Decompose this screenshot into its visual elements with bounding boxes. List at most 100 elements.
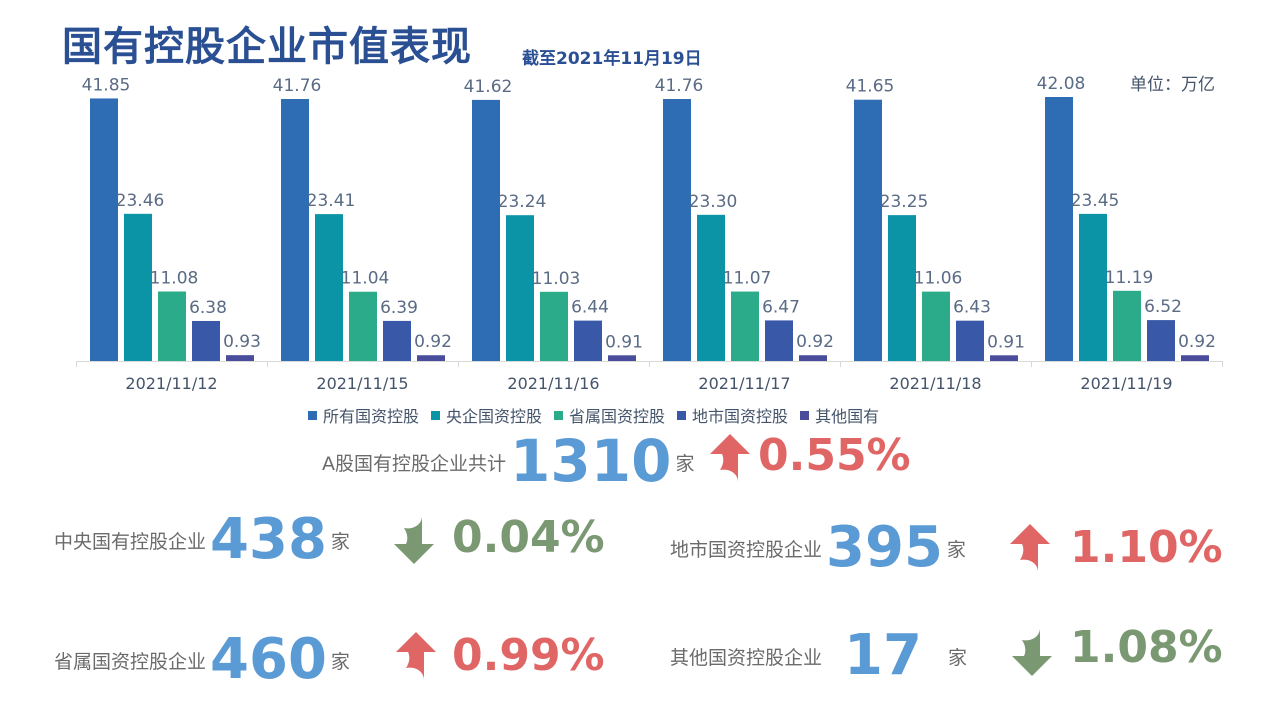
bar-3-3 <box>765 320 793 361</box>
total-label: A股国有控股企业共计 <box>322 453 506 475</box>
bar-value-label: 11.06 <box>914 269 963 289</box>
other-down-arrow-icon <box>1012 628 1052 676</box>
legend-label: 地市国资控股 <box>692 407 789 426</box>
bar-4-1 <box>888 215 916 361</box>
total-stat: A股国有控股企业共计 1310 家 <box>322 432 694 490</box>
category-label: 2021/11/17 <box>698 374 790 393</box>
bar-value-label: 6.44 <box>571 298 609 318</box>
legend-item: 其他国有 <box>800 403 879 427</box>
bar-4-0 <box>854 99 882 361</box>
bar-value-label: 23.41 <box>307 191 356 211</box>
bar-2-0 <box>472 99 500 362</box>
bar-5-4 <box>1181 355 1209 361</box>
bar-0-4 <box>226 355 254 361</box>
bar-0-1 <box>124 213 152 361</box>
central-unit: 家 <box>330 531 350 553</box>
provincial-stat: 省属国资控股企业 460 家 <box>54 632 350 688</box>
bar-2-1 <box>506 215 534 361</box>
bar-value-label: 41.62 <box>464 77 513 97</box>
total-unit: 家 <box>675 453 695 475</box>
provincial-up-arrow-icon <box>396 632 436 680</box>
bar-value-label: 0.92 <box>1178 332 1216 352</box>
bar-value-label: 41.76 <box>655 76 704 96</box>
municipal-label: 地市国资控股企业 <box>670 539 823 561</box>
legend-label: 央企国资控股 <box>446 407 543 426</box>
bar-0-0 <box>90 98 118 361</box>
legend-item: 央企国资控股 <box>431 403 542 427</box>
central-stat: 中央国有控股企业 438 家 <box>54 512 350 568</box>
category-label: 2021/11/19 <box>1080 374 1172 393</box>
legend-label: 所有国资控股 <box>323 407 420 426</box>
bar-4-2 <box>922 291 950 361</box>
municipal-change: 1.10% <box>1070 522 1223 573</box>
legend-item: 省属国资控股 <box>554 403 665 427</box>
legend-item: 地市国资控股 <box>677 403 788 427</box>
central-down-arrow-icon <box>394 516 434 564</box>
legend-label: 省属国资控股 <box>569 407 666 426</box>
municipal-up-arrow-icon <box>1010 524 1050 572</box>
central-change: 0.04% <box>452 512 605 563</box>
legend-swatch <box>800 410 810 420</box>
bar-4-3 <box>956 320 984 361</box>
other-change: 1.08% <box>1070 622 1223 673</box>
bar-value-label: 0.93 <box>223 332 261 352</box>
bar-value-label: 6.43 <box>953 298 991 318</box>
municipal-stat: 地市国资控股企业 395 家 <box>670 520 966 576</box>
provincial-count: 460 <box>210 627 327 692</box>
bar-value-label: 11.08 <box>150 268 199 288</box>
other-unit: 家 <box>947 647 967 669</box>
municipal-unit: 家 <box>946 539 966 561</box>
legend-swatch <box>554 410 564 420</box>
bar-value-label: 41.65 <box>846 77 895 97</box>
bar-1-0 <box>281 99 309 362</box>
bar-value-label: 11.04 <box>341 269 390 289</box>
bar-5-0 <box>1045 97 1073 361</box>
category-label: 2021/11/18 <box>889 374 981 393</box>
bar-5-1 <box>1079 213 1107 361</box>
bar-value-label: 23.30 <box>689 192 738 212</box>
bar-1-3 <box>383 320 411 361</box>
municipal-count: 395 <box>826 515 943 580</box>
legend-label: 其他国有 <box>815 407 880 426</box>
bar-value-label: 41.85 <box>82 75 131 95</box>
legend-swatch <box>677 410 687 420</box>
total-up-arrow-icon <box>710 434 750 482</box>
bar-value-label: 0.91 <box>987 332 1025 352</box>
bar-value-label: 42.08 <box>1037 74 1086 94</box>
chart-legend: 所有国资控股 央企国资控股 省属国资控股 地市国资控股 其他国有 <box>308 404 879 426</box>
bar-chart: 41.85 23.46 11.08 6.38 0.93 2021/11/12 41.76 23… <box>76 74 1223 393</box>
bar-1-1 <box>315 214 343 361</box>
bar-value-label: 41.76 <box>273 76 322 96</box>
bar-3-2 <box>731 291 759 361</box>
bar-value-label: 6.39 <box>380 298 418 318</box>
bar-value-label: 0.92 <box>796 332 834 352</box>
bar-value-label: 11.07 <box>723 269 772 289</box>
bar-value-label: 23.24 <box>498 192 547 212</box>
bar-0-3 <box>192 320 220 361</box>
bar-0-2 <box>158 291 186 361</box>
central-count: 438 <box>210 507 327 572</box>
bar-1-2 <box>349 291 377 361</box>
category-label: 2021/11/16 <box>507 374 599 393</box>
bar-value-label: 11.03 <box>532 269 581 289</box>
page-title: 国有控股企业市值表现 <box>62 24 472 70</box>
total-change: 0.55% <box>758 430 911 481</box>
bar-value-label: 23.45 <box>1071 191 1120 211</box>
bar-1-4 <box>417 355 445 361</box>
provincial-change: 0.99% <box>452 630 605 681</box>
bar-2-2 <box>540 291 568 361</box>
bar-5-2 <box>1113 290 1141 361</box>
bar-value-label: 23.46 <box>116 191 165 211</box>
bar-2-4 <box>608 355 636 361</box>
legend-swatch <box>308 410 317 420</box>
unit-label: 单位：万亿 <box>1130 75 1215 95</box>
bar-5-3 <box>1147 320 1175 361</box>
legend-swatch <box>431 410 441 420</box>
central-label: 中央国有控股企业 <box>54 531 207 553</box>
bar-3-0 <box>663 99 691 362</box>
provincial-label: 省属国资控股企业 <box>54 651 207 673</box>
other-label: 其他国资控股企业 <box>670 647 823 669</box>
bar-2-3 <box>574 320 602 361</box>
bar-value-label: 23.25 <box>880 192 929 212</box>
bar-value-label: 6.38 <box>189 298 227 318</box>
